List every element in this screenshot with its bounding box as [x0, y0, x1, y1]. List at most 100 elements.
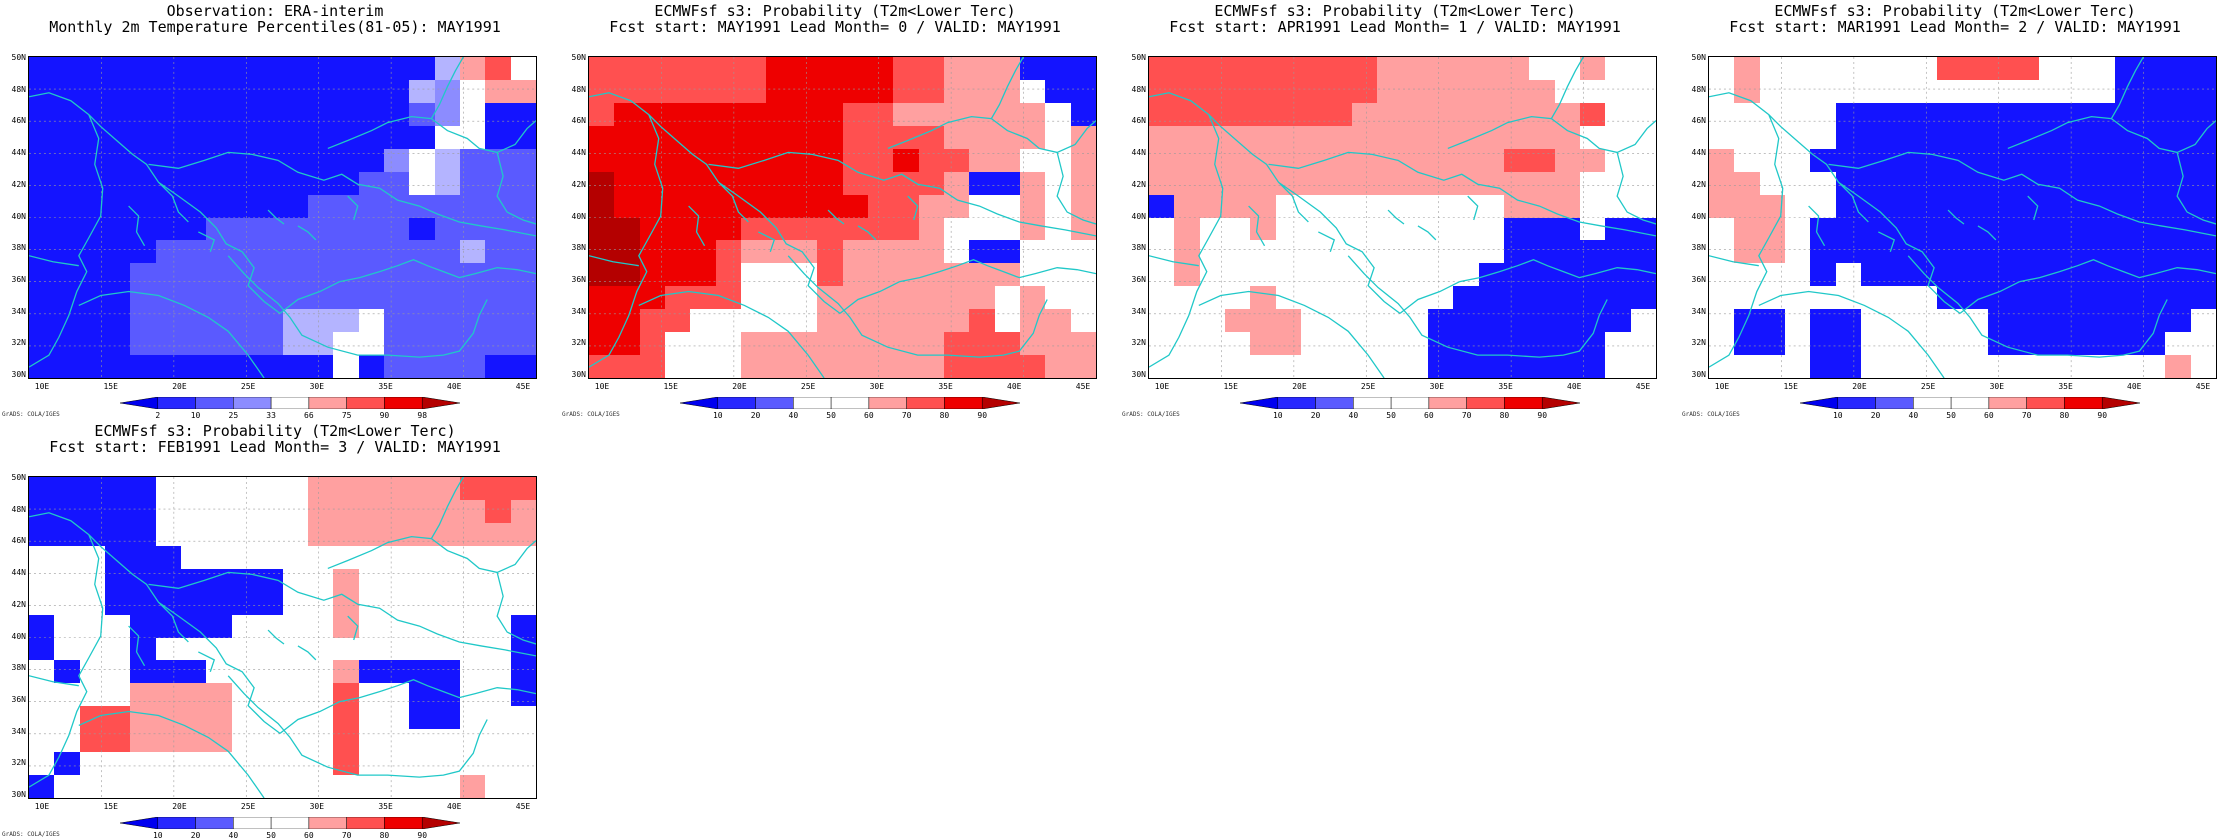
colorbar-tick-label: 40: [228, 831, 239, 840]
grid-cell: [1199, 240, 1226, 264]
grid-cell: [1250, 355, 1276, 378]
grid-cell: [1835, 102, 1862, 126]
colorbar-tick-label: 90: [1537, 411, 1548, 420]
grid-cell: [257, 194, 283, 218]
grid-cell: [1886, 148, 1912, 172]
grid-cell: [409, 217, 435, 241]
grid-cell: [333, 263, 359, 287]
grid-cell: [105, 102, 131, 126]
grid-cell: [409, 194, 435, 218]
grid-cell: [1911, 102, 1938, 126]
colorbar-tick-label: 98: [417, 411, 428, 420]
grid-cell: [485, 591, 511, 615]
grid-cell: [842, 332, 868, 356]
grid-cell: [1605, 79, 1631, 103]
grid-cell: [1886, 194, 1912, 218]
y-tick-label: 42N: [1691, 179, 1706, 189]
grid-cell: [130, 263, 156, 287]
colorbar: [120, 397, 460, 409]
map-cells: [589, 57, 1096, 378]
colorbar-tick-label: 80: [1499, 411, 1510, 420]
grid-cell: [1937, 125, 1963, 149]
grid-cell: [614, 194, 640, 218]
grid-cell: [589, 194, 615, 218]
grid-cell: [459, 522, 486, 546]
grid-cell: [1174, 263, 1200, 287]
grid-cell: [130, 355, 156, 378]
grid-cell: [1453, 217, 1479, 241]
colorbar-tick-label: 90: [977, 411, 988, 420]
grid-cell: [2038, 79, 2064, 103]
grid-cell: [2089, 102, 2115, 126]
grid-cell: [257, 637, 283, 661]
grid-cell: [1937, 355, 1963, 378]
grid-cell: [105, 217, 131, 241]
grid-cell: [2139, 79, 2166, 103]
grid-cell: [741, 217, 767, 241]
grid-cell: [1962, 309, 1988, 333]
grid-cell: [510, 309, 536, 333]
grid-cell: [2114, 194, 2140, 218]
grid-cell: [1987, 102, 2014, 126]
grid-cell: [639, 309, 666, 333]
grid-cell: [1377, 79, 1403, 103]
grid-cell: [2114, 217, 2140, 241]
colorbar-tick-label: 60: [304, 831, 314, 840]
grid-cell: [1709, 263, 1735, 287]
x-tick-label: 10E: [594, 382, 610, 391]
grid-cell: [206, 286, 232, 310]
grid-cell: [383, 79, 410, 103]
grid-cell: [1630, 171, 1656, 195]
grid-cell: [1174, 171, 1200, 195]
grid-cell: [842, 125, 868, 149]
grid-cell: [1427, 125, 1454, 149]
grid-cell: [485, 545, 511, 569]
grid-cell: [1605, 125, 1631, 149]
grid-cell: [1785, 355, 1811, 378]
x-tick-label: 10E: [34, 802, 50, 811]
grid-cell: [1835, 355, 1862, 378]
x-tick-label: 35E: [378, 802, 393, 811]
grid-cell: [1605, 355, 1631, 378]
grid-cell: [1326, 194, 1352, 218]
grid-cell: [943, 286, 970, 310]
panel-title: ECMWFsf s3: Probability (T2m<Lower Terc): [654, 2, 1016, 20]
grid-cell: [434, 194, 460, 218]
grid-cell: [1785, 332, 1811, 356]
grid-cell: [231, 637, 258, 661]
y-tick-label: 32N: [1691, 338, 1706, 348]
grid-cell: [1275, 125, 1302, 149]
grid-cell: [1225, 355, 1251, 378]
grid-cell: [29, 683, 55, 707]
y-tick-label: 48N: [571, 84, 586, 94]
grid-cell: [791, 286, 818, 310]
grid-cell: [1275, 355, 1302, 378]
grid-cell: [1402, 148, 1428, 172]
x-tick-label: 25E: [800, 382, 816, 391]
grid-cell: [79, 57, 106, 80]
grid-cell: [1554, 171, 1580, 195]
colorbar-tick-label: 50: [1386, 411, 1396, 420]
grid-cell: [1351, 355, 1378, 378]
grid-cell: [307, 309, 334, 333]
grid-cell: [459, 499, 486, 523]
grid-cell: [791, 102, 818, 126]
grid-cell: [614, 148, 640, 172]
grid-cell: [307, 637, 334, 661]
grid-cell: [1174, 57, 1200, 80]
grid-cell: [1529, 171, 1555, 195]
grid-cell: [282, 240, 308, 264]
grid-cell: [1861, 263, 1887, 287]
grid-cell: [358, 79, 384, 103]
x-tick-label: 40E: [447, 802, 462, 811]
grid-cell: [1045, 79, 1071, 103]
x-tick-label: 45E: [2195, 382, 2211, 391]
grid-cell: [893, 217, 919, 241]
grid-cell: [485, 752, 511, 776]
y-tick-label: 42N: [11, 179, 26, 189]
grid-cell: [2063, 102, 2090, 126]
grid-cell: [766, 263, 792, 287]
panel-lead-1: ECMWFsf s3: Probability (T2m<Lower Terc)…: [1120, 0, 1670, 420]
y-tick-label: 50N: [11, 473, 26, 482]
colorbar-segment: [1277, 397, 1316, 409]
